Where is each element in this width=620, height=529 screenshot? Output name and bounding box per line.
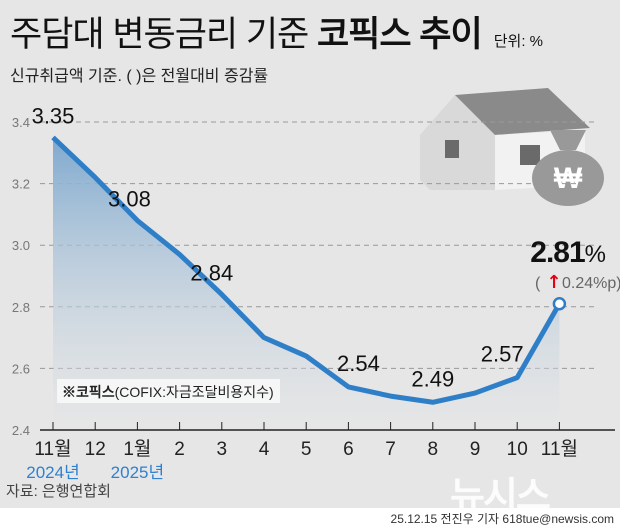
up-arrow-icon: ↑ bbox=[546, 272, 561, 293]
x-tick-label: 3 bbox=[217, 439, 228, 460]
data-label: 2.49 bbox=[411, 366, 454, 391]
last-value-unit: % bbox=[585, 241, 606, 268]
title-regular: 주담대 변동금리 기준 bbox=[10, 15, 309, 54]
paren-open: ( bbox=[535, 275, 541, 292]
data-label: 2.57 bbox=[481, 342, 524, 367]
newsis-logo: 뉴시스 bbox=[450, 476, 551, 518]
chart: ₩ 2.4 2.6 2.8 3.0 3.2 3.4 11월 12 1월 2 3 4 5 6 7 8 9 10 11월… bbox=[12, 88, 620, 482]
svg-text:₩: ₩ bbox=[554, 162, 583, 195]
page-title: 주담대 변동금리 기준 코픽스 추이 단위: % bbox=[10, 6, 543, 57]
source: 자료: 은행연합회 bbox=[6, 483, 111, 500]
data-label: 2.84 bbox=[190, 260, 233, 285]
x-tick-label: 10 bbox=[507, 439, 528, 460]
last-value-label: 2.81% bbox=[530, 236, 605, 269]
x-tick-label: 11월 bbox=[34, 438, 71, 460]
legend-note-box bbox=[57, 379, 280, 403]
data-label: 2.54 bbox=[337, 351, 380, 376]
x-tick-label: 2 bbox=[174, 439, 185, 460]
y-tick-label: 3.4 bbox=[12, 115, 30, 130]
x-tick-label: 5 bbox=[301, 439, 312, 460]
last-point-marker bbox=[552, 296, 567, 311]
legend-note-text: (COFIX:자금조달비용지수) bbox=[115, 384, 274, 400]
x-tick-label: 8 bbox=[428, 439, 439, 460]
data-label: 3.35 bbox=[32, 103, 75, 128]
x-tick-label: 9 bbox=[470, 439, 481, 460]
series-line bbox=[51, 135, 562, 405]
x-tick-label: 6 bbox=[343, 439, 354, 460]
unit-label: 단위: % bbox=[493, 33, 543, 50]
y-tick-label: 3.0 bbox=[12, 238, 30, 253]
year-label: 2025년 bbox=[111, 463, 164, 482]
x-tick-label: 1월 bbox=[123, 438, 151, 460]
y-tick-label: 3.2 bbox=[12, 177, 30, 192]
credit: 25.12.15 전진우 기자 618tue@newsis.com bbox=[390, 512, 614, 526]
area-fill bbox=[53, 137, 560, 430]
y-tick-label: 2.8 bbox=[12, 300, 30, 315]
x-tick-label: 12 bbox=[85, 439, 106, 460]
money-bag-icon: ₩ bbox=[532, 130, 604, 206]
x-tick-label: 4 bbox=[259, 439, 270, 460]
year-label: 2024년 bbox=[26, 463, 79, 482]
x-tick-label: 7 bbox=[385, 439, 396, 460]
x-tick-label: 11월 bbox=[541, 438, 578, 460]
title-bold: 코픽스 추이 bbox=[316, 15, 483, 54]
data-label: 3.08 bbox=[108, 187, 151, 212]
change-label: 0.24%p) bbox=[562, 275, 620, 292]
legend-note: ※코픽스(COFIX:자금조달비용지수) bbox=[62, 384, 274, 400]
y-tick-label: 2.6 bbox=[12, 361, 30, 376]
legend-note-bold: ※코픽스 bbox=[62, 384, 115, 400]
y-tick-label: 2.4 bbox=[12, 423, 30, 438]
subtitle: 신규취급액 기준. ( )은 전월대비 증감률 bbox=[10, 68, 269, 85]
